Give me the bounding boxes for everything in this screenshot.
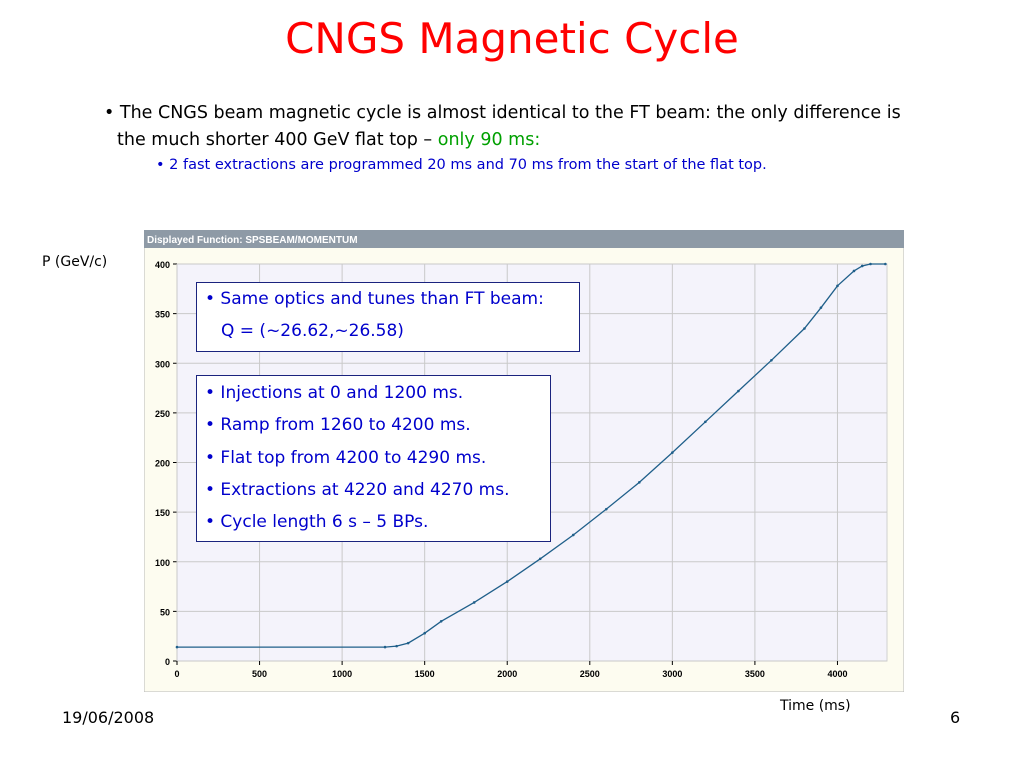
slide-date: 19/06/2008 (62, 708, 155, 727)
momentum-point (383, 645, 387, 649)
y-tick-label: 300 (155, 359, 170, 369)
x-tick-label: 2500 (580, 669, 600, 679)
x-tick-label: 1500 (415, 669, 435, 679)
bullet-cycle-description: • The CNGS beam magnetic cycle is almost… (104, 100, 964, 154)
momentum-point (704, 420, 707, 424)
momentum-point (836, 284, 839, 288)
momentum-point (439, 620, 443, 623)
y-tick-label: 150 (155, 508, 170, 518)
momentum-point (737, 389, 740, 393)
flat-top-duration: only 90 ms: (437, 130, 541, 150)
momentum-point (175, 645, 179, 649)
momentum-point (605, 507, 608, 511)
y-tick-label: 100 (155, 558, 170, 568)
box1-line-1: • Same optics and tunes than FT beam: (205, 289, 544, 309)
momentum-point (852, 269, 856, 273)
y-tick-label: 0 (165, 657, 170, 667)
x-tick-label: 0 (174, 669, 179, 679)
momentum-point (423, 631, 426, 635)
momentum-point (884, 262, 887, 266)
y-tick-label: 400 (155, 260, 170, 270)
momentum-point (571, 533, 575, 537)
box2-line-3: • Flat top from 4200 to 4290 ms. (205, 448, 487, 468)
box1-line-2: Q = (~26.62,~26.58) (221, 321, 404, 341)
y-tick-label: 50 (160, 607, 170, 617)
momentum-point (819, 306, 823, 309)
x-axis-label: Time (ms) (780, 698, 851, 714)
bullet-extractions: • 2 fast extractions are programmed 20 m… (156, 157, 767, 173)
momentum-point (803, 327, 806, 330)
cycle-timing-box: • Injections at 0 and 1200 ms. • Ramp fr… (196, 375, 551, 542)
momentum-point (505, 580, 509, 583)
bullet-line-2: the much shorter 400 GeV flat top – only… (104, 127, 964, 154)
x-tick-label: 500 (252, 669, 267, 679)
momentum-point (395, 644, 398, 648)
y-tick-label: 350 (155, 310, 170, 320)
momentum-point (538, 557, 542, 561)
bullet-line-1: • The CNGS beam magnetic cycle is almost… (104, 103, 901, 123)
momentum-point (671, 451, 674, 454)
bullet-line-2-text: the much shorter 400 GeV flat top – (117, 130, 438, 150)
optics-tunes-box: • Same optics and tunes than FT beam: Q … (196, 282, 580, 352)
page-number: 6 (950, 708, 961, 727)
momentum-point (860, 264, 864, 268)
x-tick-label: 1000 (332, 669, 352, 679)
x-tick-label: 3500 (745, 669, 765, 679)
box2-line-5: • Cycle length 6 s – 5 BPs. (205, 512, 429, 532)
y-tick-label: 200 (155, 459, 170, 469)
momentum-point (472, 601, 476, 604)
momentum-point (406, 641, 410, 645)
momentum-point (770, 358, 773, 362)
chart-header-text: Displayed Function: SPSBEAM/MOMENTUM (147, 235, 358, 246)
x-tick-label: 4000 (827, 669, 847, 679)
box2-line-4: • Extractions at 4220 and 4270 ms. (205, 480, 510, 500)
box2-line-2: • Ramp from 1260 to 4200 ms. (205, 415, 471, 435)
y-axis-label: P (GeV/c) (42, 254, 108, 270)
x-tick-label: 2000 (497, 669, 517, 679)
y-tick-label: 250 (155, 409, 170, 419)
momentum-point (638, 481, 641, 484)
box2-line-1: • Injections at 0 and 1200 ms. (205, 383, 464, 403)
x-tick-label: 3000 (662, 669, 682, 679)
slide-title: CNGS Magnetic Cycle (285, 14, 739, 63)
momentum-point (869, 262, 872, 266)
chart-header-bar (144, 230, 904, 248)
